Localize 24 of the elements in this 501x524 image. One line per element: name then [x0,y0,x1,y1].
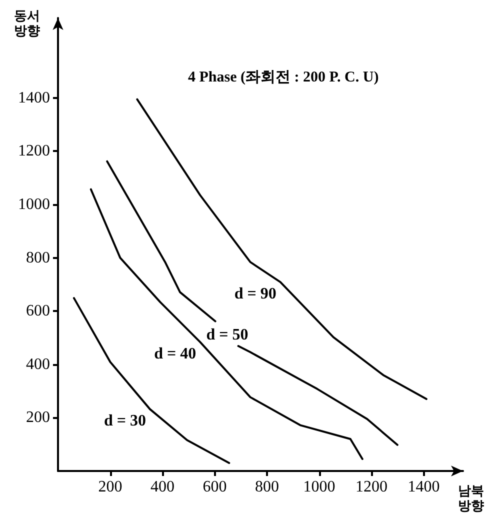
x-tick-label: 200 [98,478,122,496]
series-label: d = 50 [206,326,248,344]
x-tick-label: 1200 [356,478,388,496]
x-tick-label: 1400 [408,478,440,496]
y-tick-label: 400 [26,356,50,373]
x-axis-title: 남북 방향 [458,483,484,513]
line-series [136,98,428,400]
line-series [90,188,364,460]
y-axis-title: 동서 방향 [14,8,40,38]
y-tick-label: 200 [26,409,50,426]
y-tick-label: 1000 [18,196,50,214]
x-tick-label: 800 [255,478,280,496]
y-tick-label: 1200 [18,142,50,160]
series-label: d = 90 [234,286,276,303]
line-series [72,297,230,464]
series-label: d = 30 [104,412,146,430]
y-tick-label: 1400 [18,89,50,106]
text: 4 Phase (좌회전 : 200 P. C. U) [188,70,379,86]
y-tick-label: 800 [26,249,50,266]
x-tick-label: 1000 [303,478,336,496]
series-label: d = 40 [154,346,196,363]
x-tick-label: 600 [202,478,227,496]
y-tick-label: 600 [26,302,50,320]
x-tick-label: 400 [150,478,175,496]
